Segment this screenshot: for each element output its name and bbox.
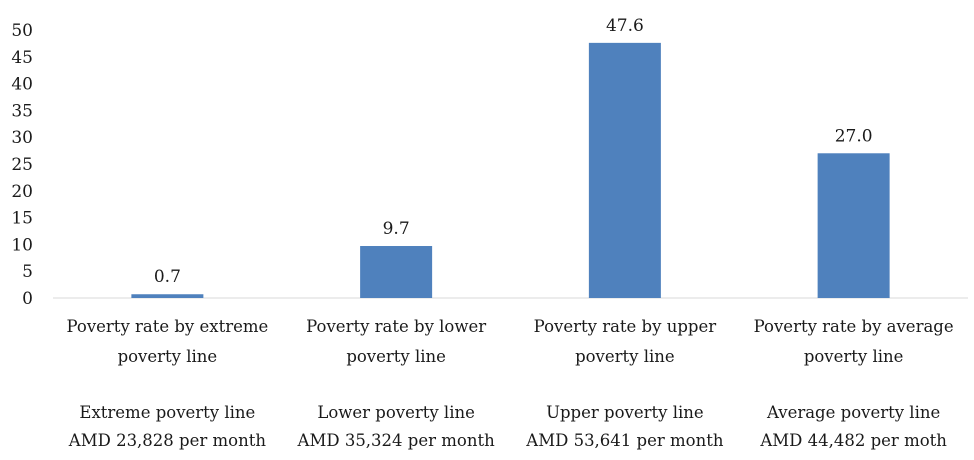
category-label: Poverty rate by average: [754, 317, 954, 336]
y-tick-label: 40: [11, 75, 33, 95]
poverty-line-label: Average poverty line: [766, 403, 940, 422]
poverty-line-label: AMD 44,482 per moth: [759, 431, 947, 450]
poverty-line-label: Extreme poverty line: [79, 403, 255, 422]
poverty-line-label: AMD 35,324 per month: [297, 431, 496, 450]
data-label: 9.7: [383, 219, 410, 239]
y-tick-label: 45: [11, 48, 33, 68]
y-tick-label: 30: [11, 128, 33, 148]
bar: [818, 153, 890, 298]
y-tick-label: 25: [11, 155, 33, 175]
y-tick-label: 0: [22, 289, 33, 309]
category-label: Poverty rate by extreme: [66, 317, 268, 336]
category-label: poverty line: [575, 347, 675, 366]
category-label: poverty line: [118, 347, 218, 366]
category-label: poverty line: [804, 347, 904, 366]
data-label: 47.6: [606, 16, 644, 36]
data-label: 27.0: [835, 126, 873, 146]
category-label: poverty line: [346, 347, 446, 366]
category-label: Poverty rate by upper: [534, 317, 717, 336]
data-label: 0.7: [154, 267, 181, 287]
bar: [131, 294, 203, 298]
y-tick-label: 10: [11, 235, 33, 255]
y-tick-label: 35: [11, 101, 33, 121]
poverty-line-label: Upper poverty line: [546, 403, 704, 422]
y-tick-label: 20: [11, 182, 33, 202]
y-tick-label: 15: [11, 209, 33, 229]
bar: [589, 43, 661, 298]
bar: [360, 246, 432, 298]
poverty-line-label: AMD 23,828 per month: [68, 431, 267, 450]
poverty-line-label: Lower poverty line: [317, 403, 475, 422]
y-tick-label: 5: [22, 262, 33, 282]
poverty-line-label: AMD 53,641 per month: [525, 431, 724, 450]
y-tick-label: 50: [11, 21, 33, 41]
category-label: Poverty rate by lower: [306, 317, 486, 336]
